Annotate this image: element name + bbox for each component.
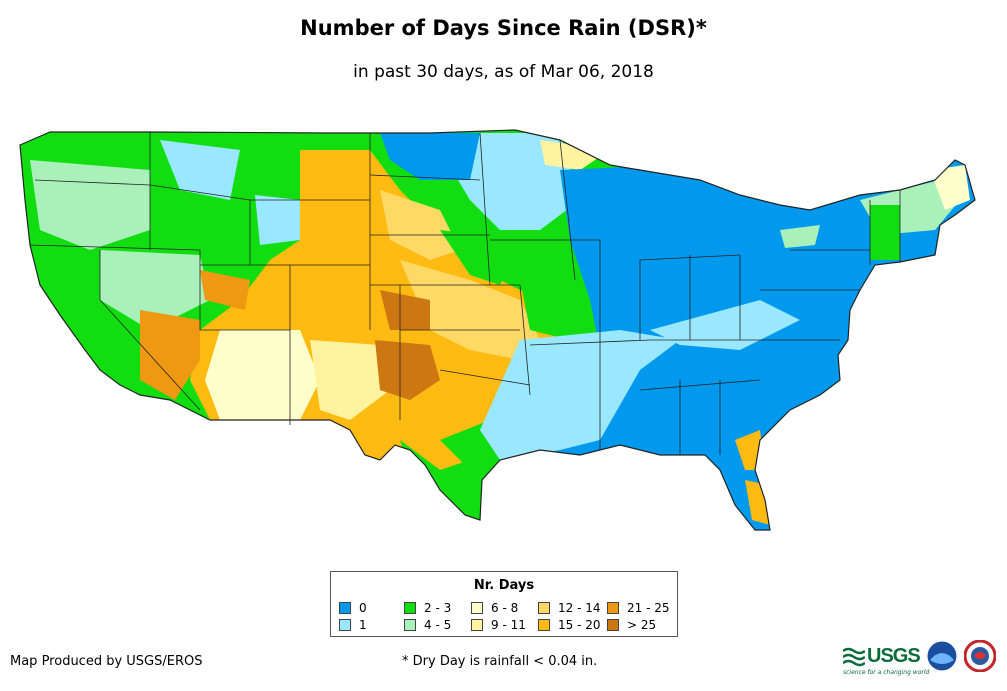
legend-item-7: 15 - 20	[538, 618, 601, 632]
legend-swatch	[471, 602, 483, 614]
legend-item-9: > 25	[607, 618, 656, 632]
legend-item-2: 2 - 3	[404, 601, 451, 615]
nws-logo-icon	[963, 640, 996, 672]
legend-label: 4 - 5	[424, 618, 452, 632]
usgs-logo: USGS science for a changing world	[843, 644, 929, 676]
us-dsr-map	[19, 129, 976, 531]
legend-swatch	[538, 619, 550, 631]
legend-swatch	[471, 619, 483, 631]
legend-label: 2 - 3	[424, 601, 452, 615]
legend-label: 15 - 20	[558, 618, 601, 632]
legend-label: 12 - 14	[558, 601, 601, 615]
map-subtitle: in past 30 days, as of Mar 06, 2018	[353, 62, 654, 82]
legend-item-5: 9 - 11	[471, 618, 526, 632]
legend: Nr. Days 0 1 2 - 3 4 - 5 6 - 8 9 - 11 12…	[330, 571, 678, 637]
noaa-logo-icon	[926, 640, 958, 672]
legend-swatch	[404, 602, 416, 614]
usgs-logo-tagline: science for a changing world	[843, 668, 930, 676]
legend-swatch	[538, 602, 550, 614]
map-credit: Map Produced by USGS/EROS	[10, 654, 203, 669]
legend-label: 6 - 8	[491, 601, 519, 615]
legend-title: Nr. Days	[473, 578, 535, 593]
legend-item-0: 0	[339, 601, 367, 615]
legend-swatch	[339, 619, 351, 631]
legend-label: 21 - 25	[627, 601, 670, 615]
us-outline	[19, 129, 976, 531]
legend-label: 0	[359, 601, 367, 615]
usgs-logo-text: USGS	[867, 644, 921, 667]
legend-swatch	[607, 619, 619, 631]
map-title: Number of Days Since Rain (DSR)*	[300, 16, 707, 40]
legend-label: 9 - 11	[491, 618, 526, 632]
legend-label: 1	[359, 618, 367, 632]
legend-swatch	[404, 619, 416, 631]
state-borders	[29, 132, 901, 455]
legend-swatch	[607, 602, 619, 614]
legend-item-6: 12 - 14	[538, 601, 601, 615]
legend-item-3: 4 - 5	[404, 618, 451, 632]
legend-label: > 25	[627, 618, 657, 632]
legend-item-4: 6 - 8	[471, 601, 518, 615]
rainfall-regions	[20, 130, 975, 530]
dry-day-footnote: * Dry Day is rainfall < 0.04 in.	[402, 654, 598, 669]
legend-item-1: 1	[339, 618, 367, 632]
usgs-wave-icon	[843, 645, 865, 667]
legend-swatch	[339, 602, 351, 614]
agency-logos: USGS science for a changing world	[843, 640, 996, 676]
legend-item-8: 21 - 25	[607, 601, 670, 615]
